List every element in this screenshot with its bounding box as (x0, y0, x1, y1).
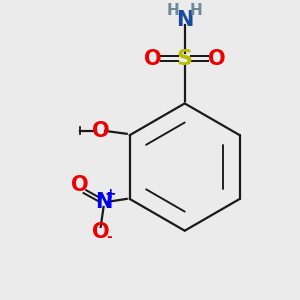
Text: -: - (106, 230, 112, 244)
Text: N: N (176, 10, 194, 29)
Text: O: O (92, 222, 110, 242)
Text: O: O (92, 121, 110, 141)
Text: N: N (95, 192, 112, 212)
Text: H: H (166, 3, 179, 18)
Text: H: H (189, 3, 202, 18)
Text: O: O (143, 49, 161, 69)
Text: +: + (105, 187, 117, 201)
Text: S: S (177, 49, 193, 69)
Text: O: O (208, 49, 226, 69)
Text: O: O (71, 175, 88, 195)
